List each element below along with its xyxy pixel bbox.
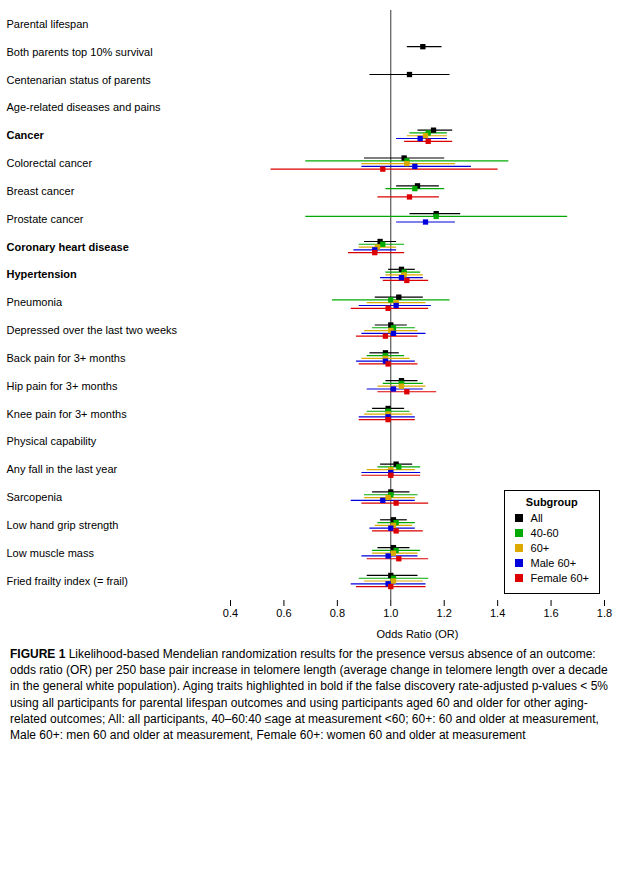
html-text:Subgroup: Subgroup (525, 496, 578, 508)
html-text:40-60: 40-60 (530, 527, 559, 539)
svg-text:Odds Ratio (OR): Odds Ratio (OR) (377, 628, 459, 640)
svg-text:Colorectal cancer: Colorectal cancer (7, 157, 93, 169)
html-text:All: All (530, 512, 543, 524)
svg-text:Centenarian status of parents: Centenarian status of parents (7, 74, 152, 86)
html-text:Male 60+: Male 60+ (530, 557, 577, 569)
svg-text:Pneumonia: Pneumonia (7, 296, 64, 308)
svg-text:Hip pain for 3+ months: Hip pain for 3+ months (7, 380, 118, 392)
svg-text:Parental lifespan: Parental lifespan (7, 18, 89, 30)
svg-text:0.4: 0.4 (223, 607, 238, 619)
svg-text:1.6: 1.6 (543, 607, 558, 619)
svg-text:Depressed over the last two we: Depressed over the last two weeks (7, 324, 178, 336)
svg-text:Any fall in the last year: Any fall in the last year (7, 463, 118, 475)
svg-text:Back pain for 3+ months: Back pain for 3+ months (7, 352, 126, 364)
svg-text:0.6: 0.6 (276, 607, 291, 619)
html-text:60+: 60+ (530, 542, 550, 554)
svg-text:1.0: 1.0 (383, 607, 398, 619)
svg-text:Knee pain for 3+ months: Knee pain for 3+ months (7, 408, 128, 420)
svg-text:0.8: 0.8 (330, 607, 345, 619)
svg-text:Low muscle mass: Low muscle mass (7, 547, 95, 559)
svg-text:Coronary heart disease: Coronary heart disease (7, 241, 129, 253)
svg-text:1.8: 1.8 (597, 607, 612, 619)
svg-text:Physical capability: Physical capability (7, 435, 97, 447)
html-text:Female 60+: Female 60+ (530, 572, 589, 584)
svg-text:Cancer: Cancer (7, 129, 45, 141)
svg-text:1.4: 1.4 (490, 607, 505, 619)
svg-text:Age-related diseases and pains: Age-related diseases and pains (7, 101, 162, 113)
svg-text:Prostate cancer: Prostate cancer (7, 213, 84, 225)
svg-text:Both parents top 10% survival: Both parents top 10% survival (7, 46, 153, 58)
svg-text:Low hand grip strength: Low hand grip strength (7, 519, 119, 531)
svg-text:Breast cancer: Breast cancer (7, 185, 75, 197)
svg-text:1.2: 1.2 (437, 607, 452, 619)
svg-text:Hypertension: Hypertension (7, 268, 78, 280)
svg-text:Sarcopenia: Sarcopenia (7, 491, 64, 503)
svg-text:Fried frailty index (= frail): Fried frailty index (= frail) (7, 575, 128, 587)
html-text:FIGURE 1 Likelihood-based Mend: FIGURE 1 Likelihood-based Mendelian rand… (10, 647, 608, 742)
